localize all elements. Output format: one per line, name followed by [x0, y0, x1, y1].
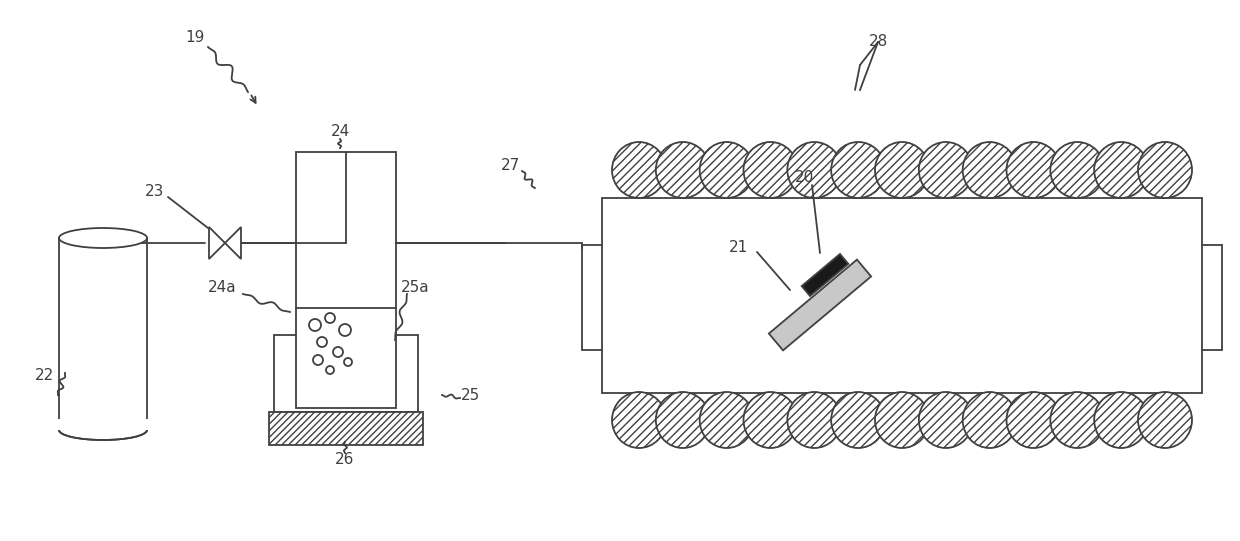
Text: 28: 28 [868, 35, 888, 49]
Bar [274, 335, 418, 412]
Ellipse shape [699, 142, 754, 198]
Text: 25: 25 [460, 387, 480, 403]
Ellipse shape [1138, 392, 1192, 448]
Ellipse shape [613, 392, 666, 448]
Ellipse shape [699, 392, 754, 448]
Circle shape [343, 358, 352, 366]
Ellipse shape [1007, 142, 1060, 198]
Ellipse shape [875, 392, 929, 448]
Polygon shape [224, 227, 241, 259]
Ellipse shape [831, 142, 885, 198]
Ellipse shape [1050, 142, 1105, 198]
Ellipse shape [60, 228, 148, 248]
Text: 24: 24 [330, 124, 350, 140]
Text: 26: 26 [335, 452, 355, 467]
Ellipse shape [787, 392, 841, 448]
Ellipse shape [787, 142, 841, 198]
Ellipse shape [1094, 392, 1148, 448]
Circle shape [317, 337, 327, 347]
Bar [269, 412, 423, 445]
Ellipse shape [60, 420, 148, 440]
Text: 23: 23 [145, 184, 165, 200]
Ellipse shape [831, 392, 885, 448]
Circle shape [326, 366, 334, 374]
Ellipse shape [962, 142, 1017, 198]
Bar [601, 198, 1202, 393]
Ellipse shape [744, 392, 797, 448]
Bar [296, 152, 396, 408]
Text: 27: 27 [501, 157, 520, 173]
Ellipse shape [656, 142, 709, 198]
Text: 25a: 25a [401, 280, 429, 295]
Circle shape [309, 319, 321, 331]
Text: 20: 20 [795, 170, 815, 186]
Polygon shape [802, 254, 848, 296]
Text: 24a: 24a [207, 280, 237, 295]
Ellipse shape [919, 392, 973, 448]
Circle shape [312, 355, 322, 365]
Text: 19: 19 [185, 30, 205, 44]
Ellipse shape [656, 392, 709, 448]
Text: 21: 21 [728, 241, 748, 255]
Text: 22: 22 [36, 367, 55, 382]
Bar [60, 238, 148, 430]
Ellipse shape [613, 142, 666, 198]
Circle shape [325, 313, 335, 323]
Polygon shape [769, 260, 872, 351]
Ellipse shape [744, 142, 797, 198]
Polygon shape [210, 227, 224, 259]
Circle shape [339, 324, 351, 336]
Ellipse shape [1138, 142, 1192, 198]
Ellipse shape [1050, 392, 1105, 448]
Circle shape [334, 347, 343, 357]
Ellipse shape [875, 142, 929, 198]
Ellipse shape [1094, 142, 1148, 198]
Ellipse shape [962, 392, 1017, 448]
Ellipse shape [919, 142, 973, 198]
Bar [57, 419, 149, 430]
Ellipse shape [1007, 392, 1060, 448]
